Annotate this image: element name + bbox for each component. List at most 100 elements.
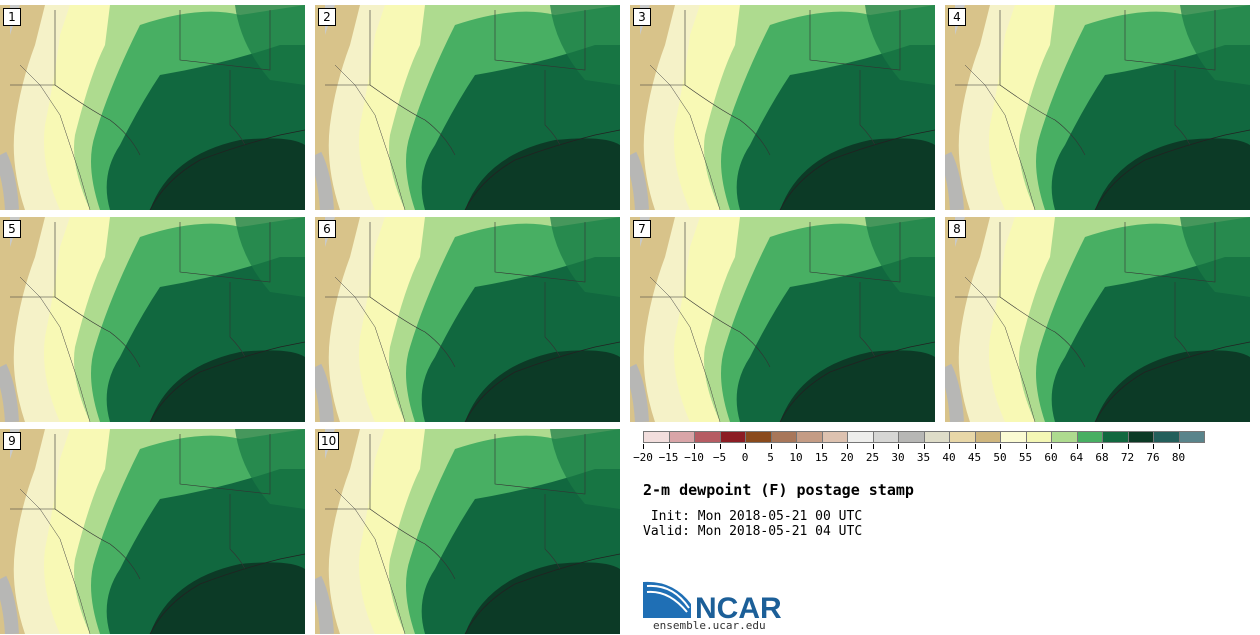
legend-tick xyxy=(949,444,950,449)
dewpoint-map xyxy=(0,429,305,634)
legend-tick-label: 0 xyxy=(741,451,749,464)
legend-tick-label: 55 xyxy=(1018,451,1033,464)
legend-swatch xyxy=(719,431,746,443)
dewpoint-map xyxy=(315,217,620,422)
legend-swatch xyxy=(847,431,874,443)
site-url: ensemble.ucar.edu xyxy=(653,619,766,632)
dewpoint-map xyxy=(0,217,305,422)
legend-tick-label: 64 xyxy=(1069,451,1084,464)
chart-title: 2-m dewpoint (F) postage stamp xyxy=(643,481,914,499)
panel-number: 1 xyxy=(3,8,21,26)
legend-swatch xyxy=(1127,431,1154,443)
postage-stamp-panel: 10 xyxy=(315,429,620,634)
legend-tick-label: 15 xyxy=(814,451,829,464)
dewpoint-map xyxy=(315,429,620,634)
panel-number: 3 xyxy=(633,8,651,26)
legend-tick-label: −10 xyxy=(684,451,704,464)
legend-swatch xyxy=(643,431,670,443)
legend-tick xyxy=(872,444,874,449)
legend-tick-label: 40 xyxy=(942,451,956,464)
init-time: Init: Mon 2018-05-21 00 UTC xyxy=(643,509,863,524)
panel-number: 6 xyxy=(318,220,336,238)
postage-stamp-panel: 3 xyxy=(630,5,935,210)
legend-tick-label: −20 xyxy=(633,451,653,464)
legend-tick xyxy=(1127,444,1129,449)
postage-stamp-panel: 1 xyxy=(0,5,305,210)
dewpoint-map xyxy=(0,5,305,210)
legend-tick-label: 72 xyxy=(1120,451,1135,464)
legend-tick xyxy=(643,444,644,449)
postage-stamp-panel: 2 xyxy=(315,5,620,210)
legend-swatch xyxy=(694,431,721,443)
legend-tick xyxy=(796,444,797,449)
panel-number: 2 xyxy=(318,8,336,26)
legend-tick-label: −15 xyxy=(658,451,679,464)
legend-tick xyxy=(668,444,670,449)
legend-tick xyxy=(719,444,721,449)
legend-tick xyxy=(898,444,899,449)
legend-tick xyxy=(821,444,823,449)
legend-tick xyxy=(694,444,695,449)
legend-swatch xyxy=(1153,431,1180,443)
ncar-logo-icon: NCAR xyxy=(643,578,793,625)
legend-tick-label: 68 xyxy=(1095,451,1109,464)
legend-tick xyxy=(974,444,976,449)
legend-swatch xyxy=(1076,431,1103,443)
dewpoint-map xyxy=(630,5,935,210)
legend-tick-label: 20 xyxy=(840,451,854,464)
panel-number: 10 xyxy=(318,432,340,450)
legend-swatch xyxy=(923,431,950,443)
legend-tick-label: 35 xyxy=(916,451,931,464)
legend-swatch xyxy=(1025,431,1052,443)
panel-number: 7 xyxy=(633,220,651,238)
legend-tick-label: 10 xyxy=(789,451,803,464)
legend-tick xyxy=(1076,444,1078,449)
logo-text: NCAR xyxy=(695,592,782,620)
legend-swatch xyxy=(949,431,976,443)
legend-swatch xyxy=(821,431,848,443)
dewpoint-map xyxy=(315,5,620,210)
legend-swatch xyxy=(796,431,823,443)
panel-number: 8 xyxy=(948,220,966,238)
panel-number: 9 xyxy=(3,432,21,450)
postage-stamp-panel: 5 xyxy=(0,217,305,422)
postage-stamp-panel: 9 xyxy=(0,429,305,634)
legend-swatch xyxy=(668,431,695,443)
legend-tick xyxy=(745,444,746,449)
legend-tick-label: 45 xyxy=(967,451,982,464)
legend-tick xyxy=(1051,444,1052,449)
legend-swatch xyxy=(898,431,925,443)
postage-stamp-panel: 6 xyxy=(315,217,620,422)
legend-swatch xyxy=(974,431,1001,443)
postage-stamp-panel: 4 xyxy=(945,5,1250,210)
legend-tick xyxy=(770,444,772,449)
legend-tick xyxy=(1153,444,1154,449)
legend-tick-label: 50 xyxy=(993,451,1007,464)
postage-stamp-panel: 7 xyxy=(630,217,935,422)
legend-tick xyxy=(1178,444,1180,449)
color-legend xyxy=(643,431,1205,443)
legend-tick-label: −5 xyxy=(712,451,727,464)
valid-time: Valid: Mon 2018-05-21 04 UTC xyxy=(643,524,863,539)
legend-tick-label: 5 xyxy=(767,451,774,464)
dewpoint-map xyxy=(945,5,1250,210)
dewpoint-map xyxy=(630,217,935,422)
legend-tick-label: 30 xyxy=(891,451,905,464)
legend-tick xyxy=(1000,444,1001,449)
color-legend-ticks: −20 −15 −10 −5 0 5 10 15 20 25 30 35 40 45 50 55 60 64 68 7… xyxy=(633,444,1253,466)
legend-tick xyxy=(847,444,848,449)
legend-tick-label: 25 xyxy=(865,451,880,464)
dewpoint-map xyxy=(945,217,1250,422)
legend-swatch xyxy=(770,431,797,443)
legend-swatch xyxy=(745,431,772,443)
panel-number: 5 xyxy=(3,220,21,238)
legend-swatch xyxy=(1102,431,1129,443)
legend-swatch xyxy=(1051,431,1078,443)
panel-number: 4 xyxy=(948,8,966,26)
legend-swatch xyxy=(1178,431,1205,443)
legend-swatch xyxy=(872,431,899,443)
legend-tick xyxy=(923,444,925,449)
legend-tick-label: 60 xyxy=(1044,451,1058,464)
postage-stamp-panel: 8 xyxy=(945,217,1250,422)
legend-tick xyxy=(1025,444,1027,449)
